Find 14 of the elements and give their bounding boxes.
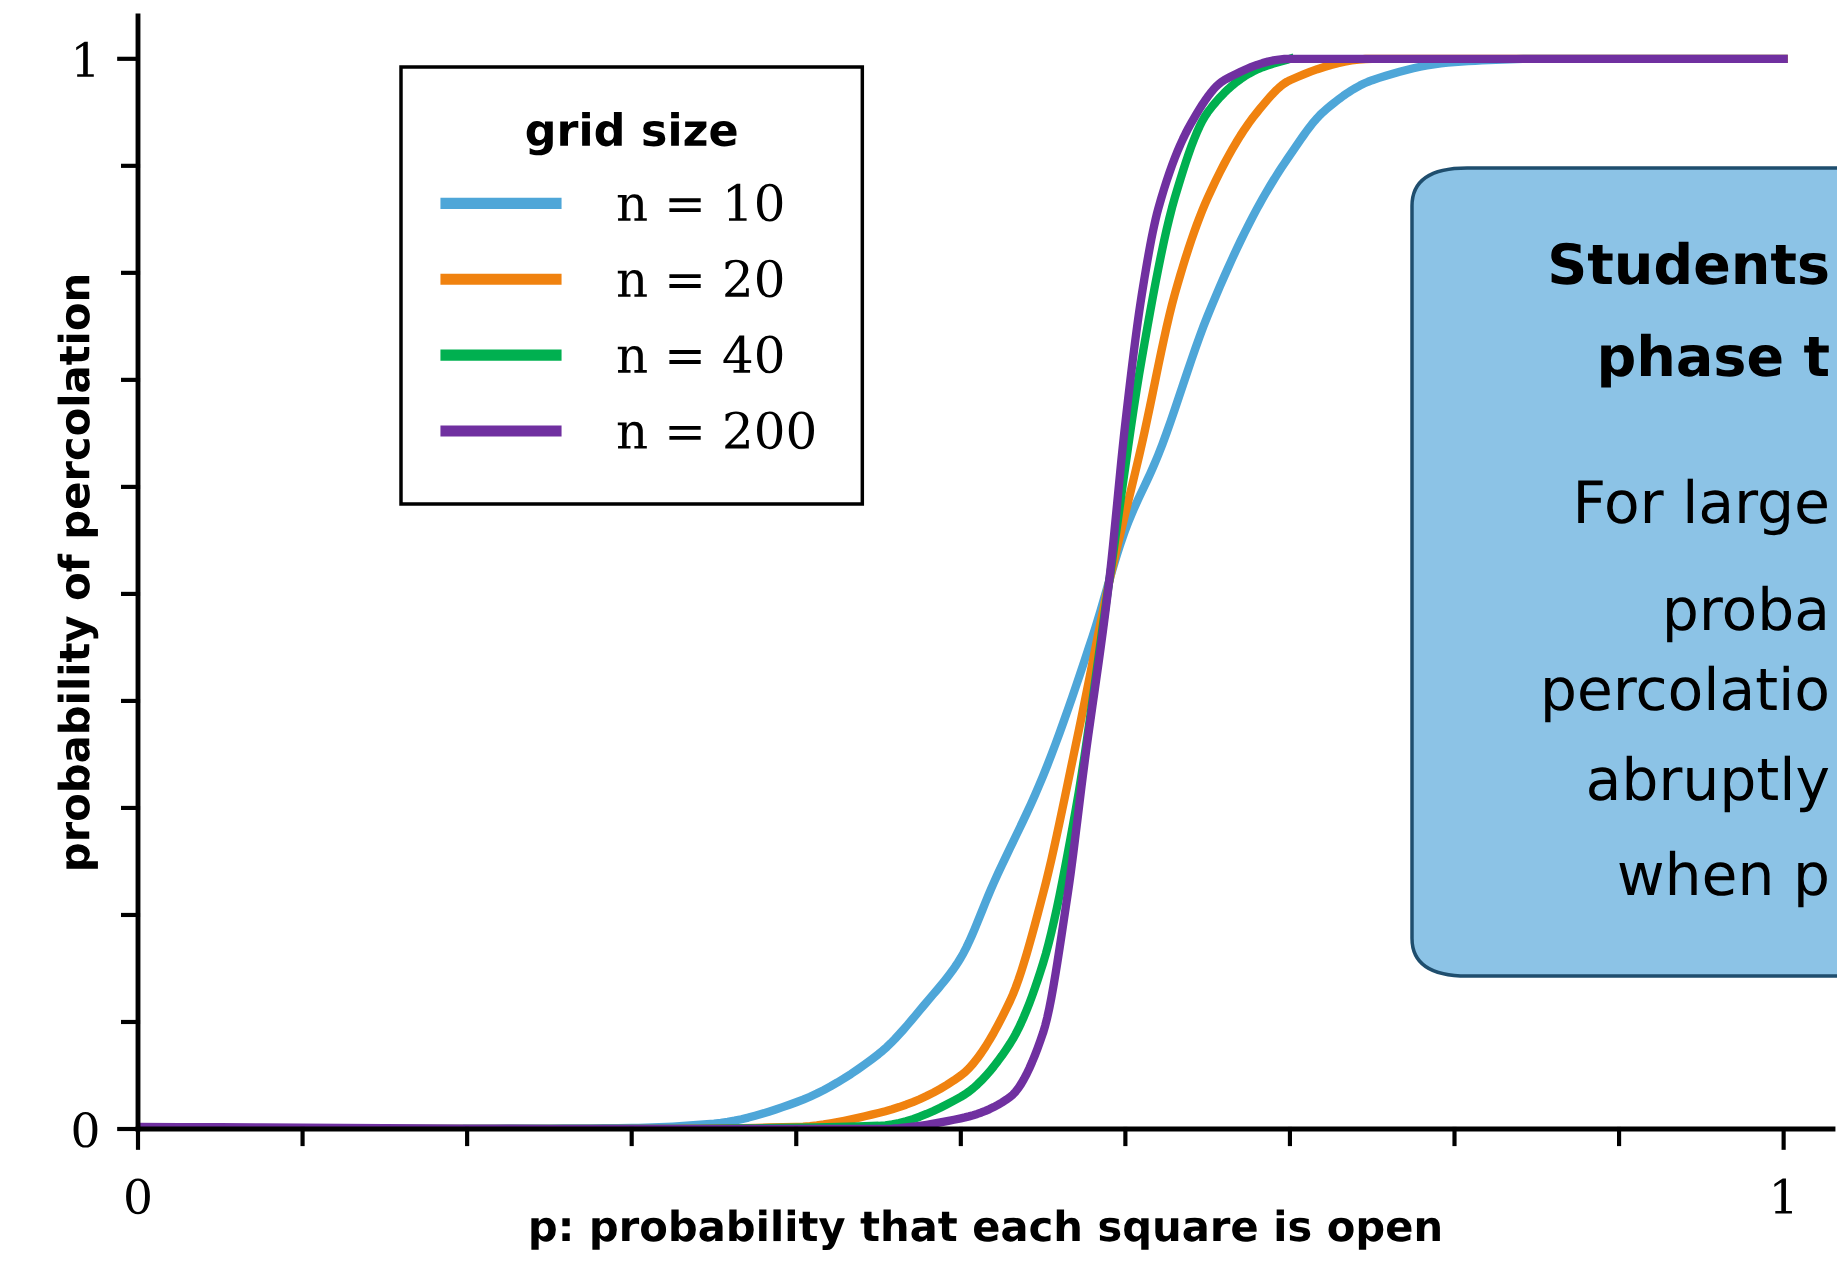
annotation: percolatio <box>1545 665 1827 723</box>
legend-label: n = 40 <box>617 335 783 374</box>
annotation: when p <box>1619 850 1827 908</box>
annotation: abruptly <box>1589 755 1829 813</box>
legend-label: n = 20 <box>617 259 783 298</box>
x-axis-title: p: probability that each square is open <box>531 1209 1440 1251</box>
annotation: Students <box>1551 241 1828 285</box>
annotation: For large <box>1578 478 1827 536</box>
legend-label: n = 200 <box>617 411 814 450</box>
legend-title: grid size <box>526 112 737 156</box>
y-axis-title: probability of percolation <box>57 276 99 869</box>
annotation: proba <box>1667 585 1825 643</box>
legend-label: n = 10 <box>617 183 783 222</box>
annotation: phase t <box>1601 333 1829 388</box>
